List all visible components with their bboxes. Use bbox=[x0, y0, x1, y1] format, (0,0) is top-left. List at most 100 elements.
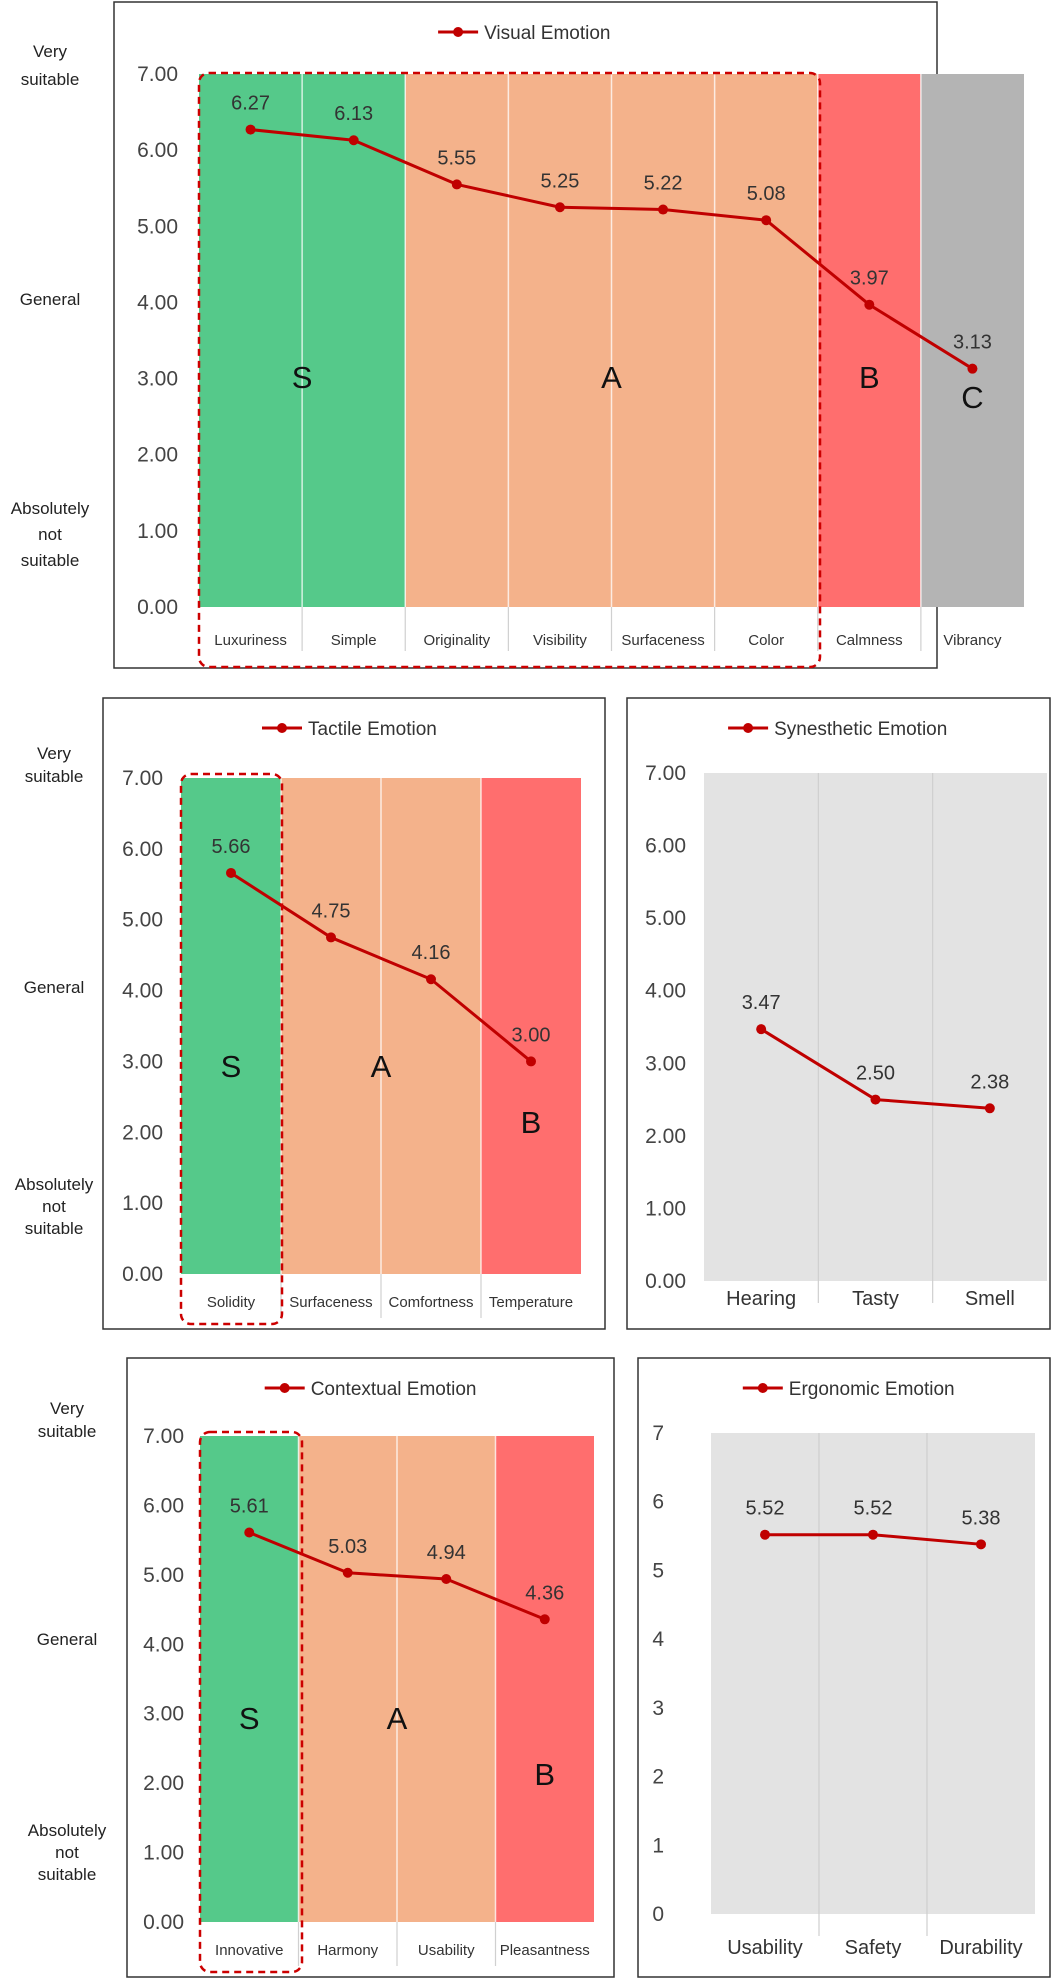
y-tick-label: 5.00 bbox=[122, 909, 163, 932]
data-value-label: 5.38 bbox=[962, 1507, 1001, 1529]
y-tick-label: 7.00 bbox=[143, 1425, 184, 1448]
data-value-label: 3.97 bbox=[850, 268, 889, 290]
y-tick-label: 2.00 bbox=[137, 444, 178, 467]
y-tick-label: 0 bbox=[652, 1903, 664, 1926]
x-category-label: Comfortness bbox=[388, 1294, 473, 1311]
y-label-top-line-2: suitable bbox=[21, 70, 80, 89]
y-tick-label: 1 bbox=[652, 1834, 664, 1857]
chart-legend-label: Tactile Emotion bbox=[308, 719, 437, 740]
chart-legend-label: Ergonomic Emotion bbox=[789, 1379, 955, 1400]
data-point bbox=[441, 1574, 452, 1585]
grade-band-c bbox=[920, 74, 1024, 607]
x-category-label: Pleasantness bbox=[500, 1942, 590, 1959]
data-value-label: 2.38 bbox=[970, 1071, 1009, 1093]
x-category-label: Vibrancy bbox=[943, 632, 1002, 649]
x-category-label: Surfaceness bbox=[289, 1294, 372, 1311]
ergonomic-emotion-chart: 0 1 2 3 4 5 6 7 Usability Safety Durability 5.52 5.5… bbox=[637, 1357, 1051, 1978]
data-point bbox=[761, 215, 772, 226]
legend-point-marker bbox=[279, 1383, 290, 1393]
y-label-bottom-line-1: Absolutely bbox=[11, 499, 90, 518]
data-value-label: 5.66 bbox=[212, 836, 251, 858]
x-category-label: Color bbox=[748, 632, 784, 649]
y-label-bottom-line-3: suitable bbox=[38, 1865, 97, 1884]
tactile-emotion-chart: 0.00 1.00 2.00 3.00 4.00 5.00 6.00 7.00 Very suit… bbox=[15, 697, 606, 1330]
data-value-label: 5.03 bbox=[328, 1536, 367, 1558]
y-tick-label: 5.00 bbox=[143, 1564, 184, 1587]
y-label-top-line-1: Very bbox=[33, 42, 68, 61]
legend-point-marker bbox=[453, 27, 464, 37]
y-label-top-line-2: suitable bbox=[38, 1422, 97, 1441]
grade-band-b bbox=[495, 1436, 594, 1922]
data-value-label: 4.36 bbox=[525, 1582, 564, 1604]
y-tick-label: 4.00 bbox=[143, 1633, 184, 1656]
y-label-bottom-line-1: Absolutely bbox=[28, 1821, 107, 1840]
data-value-label: 3.47 bbox=[742, 992, 781, 1014]
y-tick-label: 4.00 bbox=[137, 291, 178, 314]
y-tick-label: 1.00 bbox=[137, 520, 178, 543]
grade-label-b: B bbox=[521, 1105, 542, 1140]
data-value-label: 4.75 bbox=[312, 900, 351, 922]
x-category-label: Solidity bbox=[207, 1294, 256, 1311]
data-point bbox=[760, 1529, 770, 1540]
x-category-label: Usability bbox=[418, 1942, 475, 1959]
y-label-top-line-1: Very bbox=[37, 744, 72, 763]
synesthetic-emotion-chart: 0.00 1.00 2.00 3.00 4.00 5.00 6.00 7.00 Hearing T… bbox=[626, 697, 1051, 1330]
y-tick-label: 7 bbox=[652, 1422, 664, 1445]
y-tick-label: 6.00 bbox=[645, 835, 686, 858]
y-tick-label: 3.00 bbox=[122, 1050, 163, 1073]
y-label-top-line-2: suitable bbox=[25, 767, 84, 786]
data-point bbox=[326, 932, 336, 943]
data-point bbox=[526, 1056, 536, 1067]
y-tick-label: 5.00 bbox=[645, 907, 686, 930]
y-label-bottom-line-2: not bbox=[38, 525, 62, 544]
grade-label-a: A bbox=[387, 1701, 408, 1736]
data-point bbox=[864, 299, 875, 310]
data-point bbox=[539, 1614, 550, 1625]
y-label-bottom-line-3: suitable bbox=[25, 1219, 84, 1238]
x-category-label: Smell bbox=[965, 1288, 1015, 1310]
x-category-label: Hearing bbox=[726, 1288, 796, 1310]
x-category-label: Usability bbox=[727, 1937, 803, 1959]
data-point bbox=[426, 974, 436, 985]
y-tick-label: 6 bbox=[652, 1491, 664, 1514]
y-tick-label: 4 bbox=[652, 1628, 664, 1651]
x-category-label: Safety bbox=[845, 1937, 902, 1959]
grade-band-s bbox=[181, 778, 281, 1274]
legend-point-marker bbox=[277, 723, 287, 733]
y-label-middle: General bbox=[24, 978, 84, 997]
data-point bbox=[756, 1024, 767, 1035]
data-value-label: 4.94 bbox=[427, 1542, 466, 1564]
y-tick-label: 6.00 bbox=[137, 139, 178, 162]
grade-band-b bbox=[817, 74, 921, 607]
data-value-label: 3.13 bbox=[953, 332, 992, 354]
data-point bbox=[658, 204, 669, 215]
x-category-label: Visibility bbox=[533, 632, 587, 649]
y-tick-label: 7.00 bbox=[122, 767, 163, 790]
data-point bbox=[870, 1094, 881, 1105]
y-tick-label: 1.00 bbox=[143, 1842, 184, 1865]
visual-emotion-chart: 0.00 1.00 2.00 3.00 4.00 5.00 6.00 7.00 Very suit… bbox=[11, 1, 1024, 669]
y-tick-label: 2.00 bbox=[143, 1772, 184, 1795]
series-line bbox=[250, 128, 974, 370]
data-value-label: 5.61 bbox=[230, 1496, 269, 1518]
y-tick-label: 3.00 bbox=[143, 1703, 184, 1726]
grade-label-c: C bbox=[961, 380, 983, 415]
grade-label-a: A bbox=[371, 1049, 392, 1084]
x-category-label: Durability bbox=[939, 1937, 1022, 1959]
y-label-middle: General bbox=[20, 290, 80, 309]
y-tick-label: 6.00 bbox=[143, 1494, 184, 1517]
x-category-label: Harmony bbox=[317, 1942, 378, 1959]
x-category-label: Innovative bbox=[215, 1942, 283, 1959]
data-value-label: 3.00 bbox=[512, 1024, 551, 1046]
data-value-label: 5.52 bbox=[746, 1498, 785, 1520]
data-point bbox=[244, 1527, 255, 1538]
x-category-label: Simple bbox=[331, 632, 377, 649]
y-tick-label: 0.00 bbox=[122, 1263, 163, 1286]
y-tick-label: 2.00 bbox=[645, 1125, 686, 1148]
x-category-label: Temperature bbox=[489, 1294, 573, 1311]
grade-label-s: S bbox=[292, 360, 313, 395]
x-category-label: Surfaceness bbox=[621, 632, 704, 649]
grade-label-s: S bbox=[221, 1049, 242, 1084]
grade-label-a: A bbox=[601, 360, 622, 395]
chart-legend-label: Synesthetic Emotion bbox=[774, 719, 947, 740]
